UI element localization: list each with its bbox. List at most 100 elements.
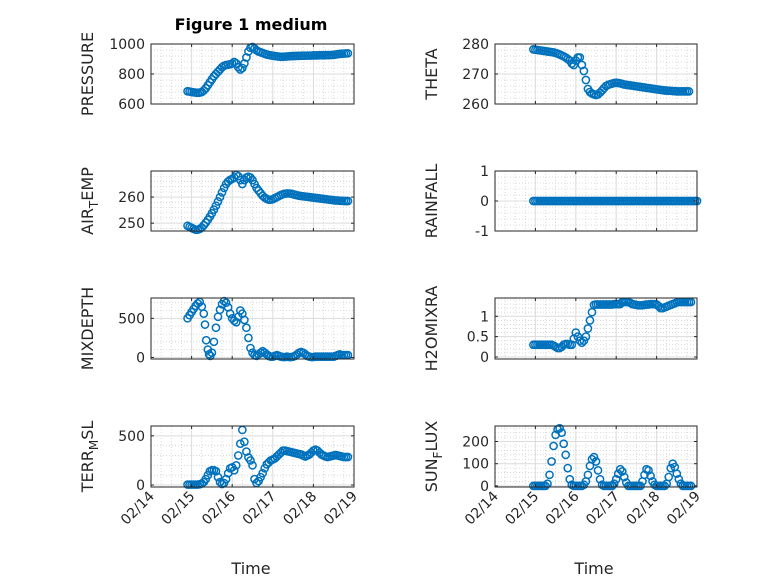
subplot-2-series bbox=[529, 45, 694, 100]
subplot-6-data-point bbox=[573, 332, 583, 341]
subplot-5-data-point bbox=[215, 305, 225, 315]
subplot-8-data-point bbox=[636, 481, 645, 491]
subplot-7-data-point bbox=[246, 456, 255, 465]
subplot-6: 0 0.5 1 H2OMIXRA bbox=[422, 286, 698, 372]
subplot-8-data-point bbox=[557, 428, 567, 437]
subplot-8-data-point bbox=[664, 472, 674, 482]
subplot-2-y-tick-label: 280 bbox=[462, 37, 489, 53]
subplot-5: 0 500 MIXDEPTH bbox=[78, 287, 355, 370]
subplot-3-data-point bbox=[343, 196, 353, 206]
subplot-8-data-point bbox=[541, 481, 550, 491]
subplot-1-data-point bbox=[235, 65, 245, 74]
subplot-8-y-tick-label: 0 bbox=[480, 479, 489, 495]
subplot-1-data-point bbox=[229, 57, 239, 67]
subplot-2-y-tick-label: 270 bbox=[462, 67, 489, 83]
subplot-7-data-point bbox=[231, 461, 241, 470]
subplot-6-y-axis-label: H2OMIXRA bbox=[422, 286, 441, 372]
subplot-8-y-tick-label: 100 bbox=[462, 457, 489, 473]
subplot-6-y-tick-label: 1 bbox=[480, 309, 489, 325]
subplot-8-data-point bbox=[583, 470, 593, 480]
subplot-3-y-tick-label: 250 bbox=[118, 216, 145, 232]
subplot-2: 260 270 280 THETA bbox=[422, 37, 698, 113]
subplot-3-data-point bbox=[217, 188, 227, 197]
x-axis-label-right: Time bbox=[573, 559, 613, 578]
subplot-2-data-point bbox=[684, 87, 694, 96]
subplot-8-data-point bbox=[660, 481, 670, 491]
subplot-6-data-point bbox=[571, 328, 581, 337]
subplot-3-y-axis-label: AIRTEMP bbox=[78, 167, 101, 235]
subplot-7-series bbox=[183, 425, 353, 489]
subplot-2-y-axis-label: THETA bbox=[422, 48, 441, 100]
subplot-8-data-point bbox=[545, 470, 554, 480]
subplot-7-data-point bbox=[233, 451, 243, 460]
subplot-3-data-point bbox=[211, 201, 221, 211]
subplot-6-axes-box bbox=[494, 297, 698, 360]
figure-title: Figure 1 medium bbox=[175, 15, 328, 34]
subplot-6-data-point bbox=[585, 316, 595, 325]
subplot-7-data-point bbox=[213, 472, 223, 482]
subplot-2-data-point bbox=[575, 53, 585, 62]
subplot-5-data-point bbox=[211, 323, 221, 333]
subplot-6-data-point bbox=[577, 338, 587, 348]
subplot-3-axes-box bbox=[150, 170, 355, 232]
x-axis-label-left: Time bbox=[230, 559, 270, 578]
subplot-3-data-point bbox=[215, 192, 225, 202]
subplot-8-data-point bbox=[589, 452, 599, 462]
subplot-1: 600 800 1000 PRESSURE bbox=[78, 32, 355, 116]
subplot-8-data-point bbox=[555, 423, 564, 433]
subplot-7-data-point bbox=[276, 448, 286, 457]
subplot-1-y-tick-label: 600 bbox=[118, 97, 145, 113]
subplot-5-data-point bbox=[244, 333, 253, 343]
subplot-5-data-point bbox=[225, 309, 235, 318]
subplot-7-data-point bbox=[343, 452, 353, 462]
subplot-7-data-point bbox=[240, 437, 249, 447]
subplot-7-data-point bbox=[229, 465, 239, 475]
subplot-8-data-point bbox=[563, 463, 573, 473]
subplot-4-y-axis-label: RAINFALL bbox=[422, 164, 441, 239]
subplot-5-y-tick-label: 500 bbox=[118, 311, 145, 327]
subplot-8-data-point bbox=[617, 467, 627, 476]
subplot-8-grid bbox=[494, 426, 698, 487]
subplot-5-data-point bbox=[201, 335, 211, 345]
subplot-5-data-point bbox=[240, 315, 249, 325]
subplot-5-axes-box bbox=[150, 297, 355, 360]
subplot-2-data-point bbox=[581, 75, 591, 85]
subplot-8-data-point bbox=[646, 471, 655, 481]
subplot-8-y-tick-label: 200 bbox=[462, 435, 489, 451]
subplot-7-axes-box bbox=[150, 425, 355, 488]
subplot-5-data-point bbox=[209, 337, 219, 347]
subplot-5-data-point bbox=[221, 298, 231, 308]
subplot-7-y-tick-label: 500 bbox=[118, 429, 145, 445]
subplot-8-data-point bbox=[549, 441, 558, 451]
subplot-5-data-point bbox=[242, 323, 251, 333]
subplot-7-y-tick-label: 0 bbox=[136, 478, 145, 494]
subplot-5-data-point bbox=[256, 348, 265, 358]
subplot-1-y-tick-label: 1000 bbox=[109, 37, 145, 53]
subplot-4: -1 0 1 RAINFALL bbox=[422, 164, 702, 240]
subplot-3-data-point bbox=[213, 197, 223, 206]
subplot-1-data-point bbox=[238, 63, 247, 73]
subplot-5-y-axis-label: MIXDEPTH bbox=[78, 287, 97, 370]
subplot-1-data-point bbox=[227, 59, 237, 68]
subplot-8-data-point bbox=[595, 474, 605, 484]
subplot-8-axes-box bbox=[494, 425, 698, 488]
subplot-2-data-point bbox=[579, 66, 589, 76]
subplot-1-y-axis-label: PRESSURE bbox=[78, 32, 97, 116]
subplot-6-series bbox=[529, 297, 696, 353]
subplot-1-data-point bbox=[199, 86, 209, 95]
subplot-8-series bbox=[529, 423, 696, 491]
subplot-1-series bbox=[183, 42, 353, 98]
subplot-5-data-point bbox=[199, 309, 209, 318]
subplot-5-data-point bbox=[207, 348, 217, 358]
subplot-7-data-point bbox=[248, 461, 257, 470]
subplot-6-data-point bbox=[583, 324, 593, 333]
subplot-8-data-point bbox=[591, 457, 601, 466]
subplot-5-y-tick-label: 0 bbox=[136, 350, 145, 366]
subplot-3-series bbox=[183, 170, 353, 235]
subplot-4-y-tick-label: -1 bbox=[475, 224, 489, 240]
subplot-3-y-tick-label: 260 bbox=[118, 190, 145, 206]
subplot-1-y-tick-label: 800 bbox=[118, 67, 145, 83]
subplot-7-y-axis-label: TERRMSL bbox=[78, 421, 101, 494]
subplot-5-data-point bbox=[200, 320, 210, 329]
